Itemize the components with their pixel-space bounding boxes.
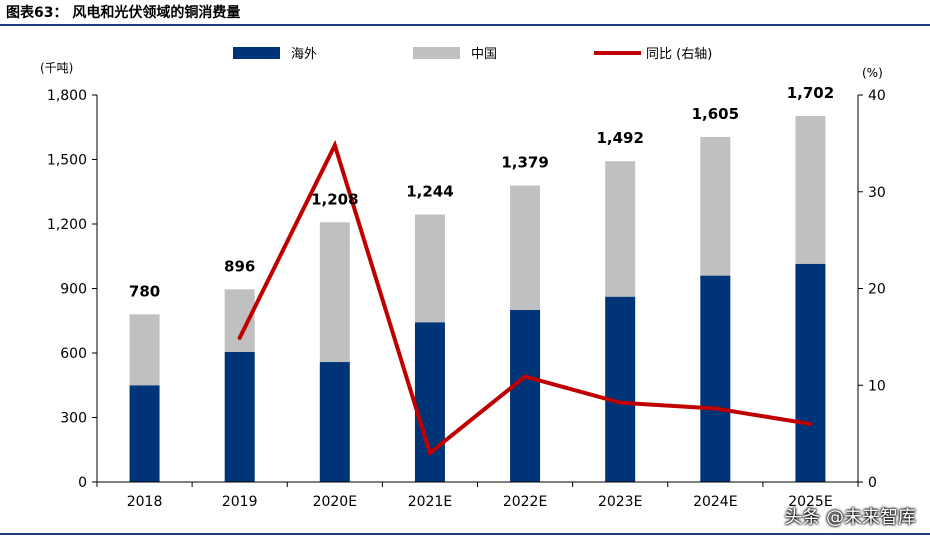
right-tick-label: 10	[868, 378, 886, 394]
right-axis-unit: (%)	[862, 66, 883, 80]
yoy-point-2019	[237, 335, 242, 340]
watermark: 头条 @未来智库	[784, 507, 916, 528]
total-label-2024E: 1,605	[692, 105, 739, 123]
right-tick-label: 20	[868, 282, 886, 298]
bar-overseas-2020E	[319, 362, 350, 482]
total-label-2021E: 1,244	[406, 183, 453, 201]
x-tick-label: 2023E	[598, 494, 642, 510]
x-tick-label: 2022E	[503, 494, 547, 510]
left-tick-label: 1,500	[47, 153, 87, 169]
legend-overseas: 海外	[233, 47, 317, 62]
title-rule	[0, 24, 930, 26]
yoy-point-2020E	[332, 143, 337, 148]
total-label-2022E: 1,379	[501, 154, 548, 172]
data-labels: 780 896 1,208 1,244 1,379 1,492 1,605 1,702	[129, 84, 834, 300]
bars	[129, 116, 826, 482]
total-label-2019: 896	[224, 257, 255, 275]
legend-yoy: 同比 (右轴)	[594, 47, 712, 62]
bar-china-2022E	[510, 185, 541, 310]
left-tick-label: 600	[60, 346, 87, 362]
x-tick-label: 2018	[127, 494, 163, 510]
bar-overseas-2022E	[510, 310, 541, 482]
yoy-point-2021E	[427, 450, 432, 455]
yoy-line	[237, 139, 813, 457]
bar-china-2024E	[700, 136, 731, 276]
left-tick-label: 300	[60, 411, 87, 427]
total-label-2023E: 1,492	[596, 129, 643, 147]
x-tick-label: 2021E	[408, 494, 452, 510]
legend-yoy-label: 同比 (右轴)	[646, 47, 712, 62]
axes: 0 300 600 900 1,200 1,500 1,800 0 10 20 30 40 2018 20…	[47, 88, 886, 510]
yoy-point-2023E	[618, 400, 623, 405]
bar-china-2023E	[605, 161, 636, 297]
right-tick-label: 40	[868, 88, 886, 104]
bar-china-2025E	[795, 116, 826, 264]
yoy-point-2025E	[808, 421, 813, 426]
bar-china-2021E	[414, 214, 445, 323]
bar-overseas-2025E	[795, 263, 826, 482]
bottom-rule	[0, 533, 930, 535]
left-tick-label: 1,200	[47, 217, 87, 233]
legend-overseas-swatch	[233, 47, 280, 59]
yoy-point-2022E	[523, 374, 528, 379]
bar-china-2020E	[319, 222, 350, 363]
bar-overseas-2024E	[700, 275, 731, 482]
legend: 海外 中国 同比 (右轴)	[233, 47, 712, 62]
legend-china-swatch	[413, 47, 460, 59]
total-label-2018: 780	[129, 282, 160, 300]
x-tick-label: 2024E	[693, 494, 737, 510]
bar-overseas-2021E	[414, 322, 445, 482]
x-tick-label: 2019	[222, 494, 258, 510]
total-label-2025E: 1,702	[787, 84, 834, 102]
figure-title: 图表63： 风电和光伏领域的铜消费量	[6, 5, 241, 21]
legend-china: 中国	[413, 47, 497, 62]
bar-overseas-2023E	[605, 296, 636, 482]
left-tick-label: 1,800	[47, 88, 87, 104]
left-tick-label: 900	[60, 282, 87, 298]
right-tick-label: 30	[868, 185, 886, 201]
bar-overseas-2018	[129, 385, 160, 482]
total-label-2020E: 1,208	[311, 190, 358, 208]
left-axis-unit: (千吨)	[40, 61, 73, 75]
x-tick-label: 2025E	[788, 494, 832, 510]
left-tick-label: 0	[78, 475, 87, 491]
yoy-point-2024E	[713, 406, 718, 411]
x-tick-label: 2020E	[313, 494, 357, 510]
bar-china-2018	[129, 314, 160, 386]
legend-overseas-label: 海外	[291, 47, 317, 62]
bar-overseas-2019	[224, 351, 255, 482]
right-tick-label: 0	[868, 475, 877, 491]
legend-china-label: 中国	[471, 47, 497, 62]
